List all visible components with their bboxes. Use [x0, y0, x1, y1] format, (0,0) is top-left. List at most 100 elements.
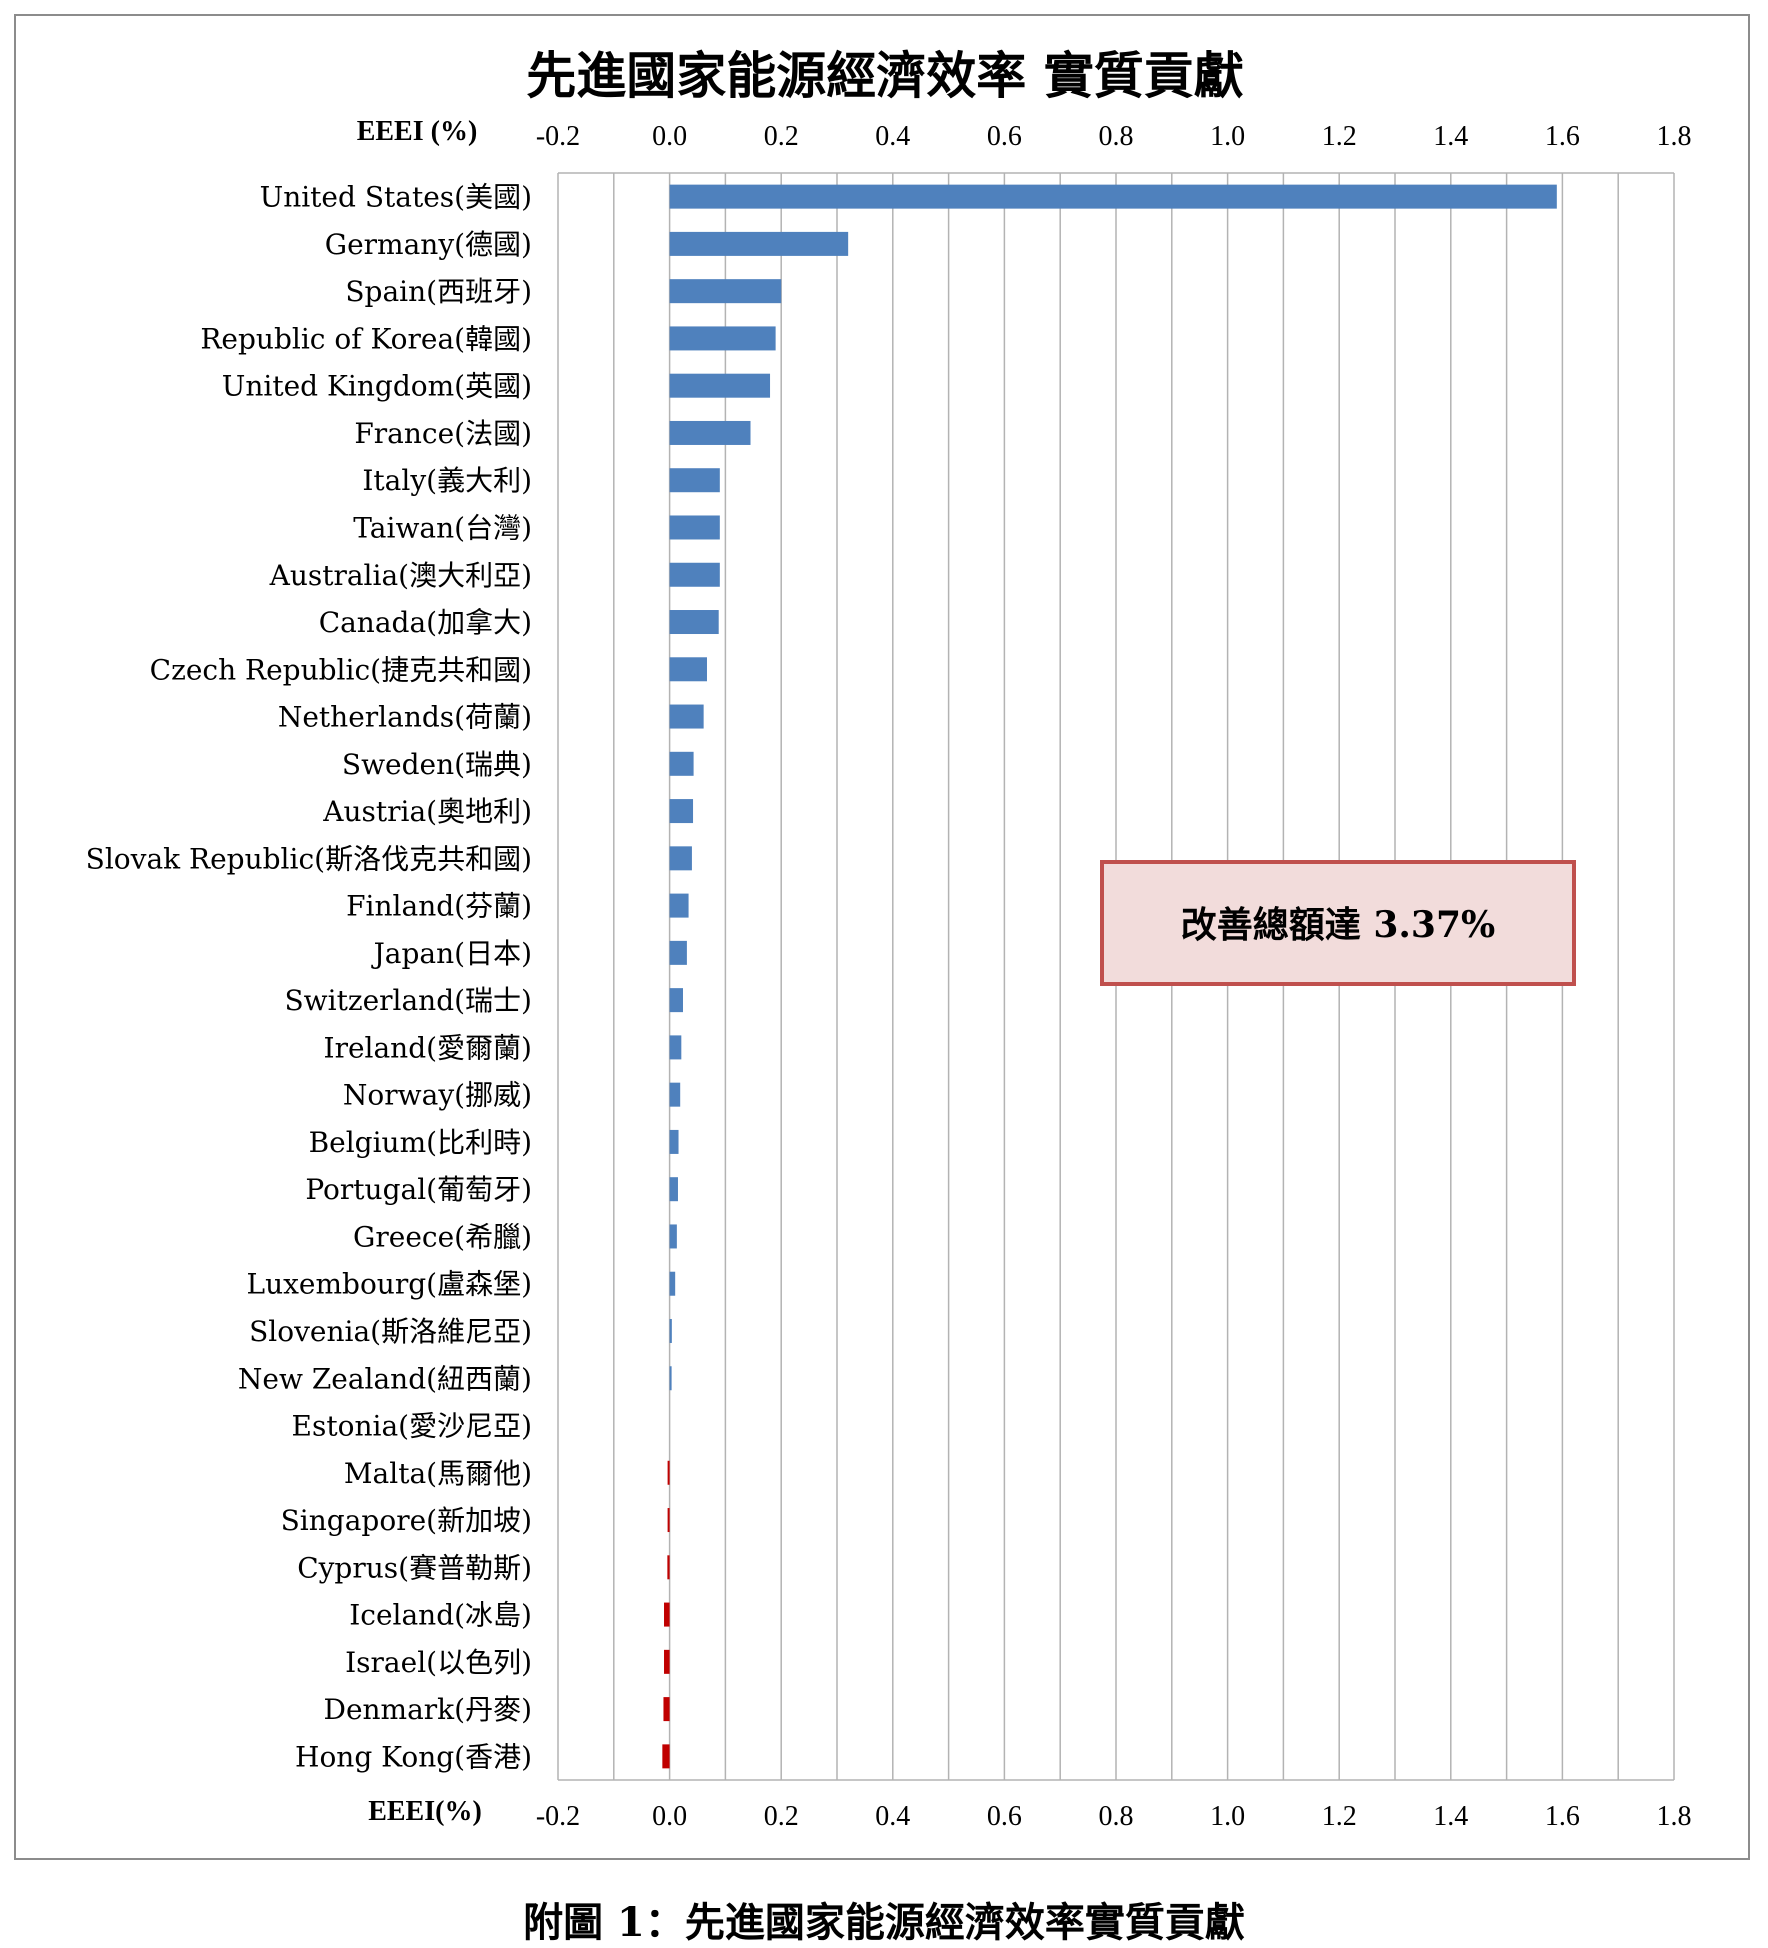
category-label: United States(美國): [260, 181, 532, 214]
category-label: France(法國): [354, 417, 532, 450]
x-ticks-top: -0.2 0.0 0.2 0.4 0.6 0.8 1.0 1.2 1.4 1.6 1.8: [536, 121, 1692, 152]
category-label: Iceland(冰島): [349, 1599, 532, 1632]
x-tick-label-bottom: 0.8: [1099, 1801, 1134, 1832]
x-tick-label-bottom: 1.6: [1545, 1801, 1580, 1832]
bar: [669, 751, 694, 776]
x-tick-label-bottom: -0.2: [536, 1801, 580, 1832]
x-tick-label-top: 1.8: [1657, 121, 1692, 152]
category-label: Canada(加拿大): [319, 606, 532, 639]
x-tick-label-bottom: 0.0: [652, 1801, 687, 1832]
bar: [669, 1318, 672, 1343]
category-label: Singapore(新加坡): [281, 1504, 532, 1537]
bar: [669, 326, 776, 351]
bar: [667, 1460, 670, 1485]
category-label: Hong Kong(香港): [295, 1740, 532, 1773]
category-label: Norway(挪威): [343, 1079, 532, 1112]
x-tick-label-bottom: 1.8: [1657, 1801, 1692, 1832]
x-tick-label-top: 1.4: [1433, 121, 1468, 152]
callout-box: [1100, 860, 1576, 986]
bar: [669, 940, 687, 965]
x-tick-label-top: 0.6: [987, 121, 1022, 152]
x-tick-label-top: -0.2: [536, 121, 580, 152]
category-label: Belgium(比利時): [309, 1126, 532, 1159]
bar: [669, 893, 689, 918]
x-tick-label-bottom: 1.2: [1322, 1801, 1357, 1832]
category-label: Germany(德國): [325, 228, 532, 261]
bar: [669, 515, 720, 540]
x-tick-label-bottom: 0.2: [764, 1801, 799, 1832]
bar: [669, 1224, 677, 1249]
category-label: United Kingdom(英國): [222, 370, 532, 403]
category-label: Malta(馬爾他): [344, 1457, 532, 1490]
category-label: Switzerland(瑞士): [284, 984, 532, 1017]
bar: [669, 373, 771, 398]
bar: [669, 988, 683, 1013]
x-tick-label-bottom: 0.4: [875, 1801, 910, 1832]
bar: [667, 1508, 670, 1533]
x-tick-label-top: 0.0: [652, 121, 687, 152]
bar: [663, 1697, 670, 1722]
category-label: Netherlands(荷蘭): [278, 701, 532, 734]
bar: [667, 1555, 670, 1580]
bars: [662, 184, 1557, 1769]
bar: [669, 468, 720, 493]
bar: [669, 657, 707, 682]
bar: [669, 184, 1557, 209]
category-label: Austria(奧地利): [322, 795, 532, 828]
category-label: Taiwan(台灣): [353, 511, 532, 544]
x-axis-label-top: EEEI (%): [357, 116, 478, 147]
category-label: Republic of Korea(韓國): [200, 322, 532, 355]
total-improvement-callout: 改善總額達 3.37%: [1100, 860, 1576, 986]
bar: [669, 231, 849, 256]
x-tick-label-top: 1.2: [1322, 121, 1357, 152]
category-label: Australia(澳大利亞): [269, 559, 532, 592]
bar: [669, 799, 694, 824]
category-label: Sweden(瑞典): [342, 748, 532, 781]
category-label: Israel(以色列): [345, 1646, 532, 1679]
category-label: Slovak Republic(斯洛伐克共和國): [86, 842, 532, 875]
x-tick-label-top: 0.4: [875, 121, 910, 152]
bar: [664, 1649, 670, 1674]
bar: [669, 1082, 681, 1107]
category-label: New Zealand(紐西蘭): [238, 1362, 532, 1395]
bar: [669, 1177, 678, 1202]
category-label: Denmark(丹麥): [324, 1693, 533, 1726]
category-label: Italy(義大利): [362, 464, 532, 497]
x-tick-label-bottom: 1.0: [1210, 1801, 1245, 1832]
bar: [669, 846, 692, 871]
category-label: Ireland(愛爾蘭): [324, 1031, 532, 1064]
category-labels: United States(美國) Germany(德國) Spain(西班牙) Re…: [86, 181, 532, 1774]
bar: [662, 1744, 670, 1769]
x-tick-label-bottom: 1.4: [1433, 1801, 1468, 1832]
bar: [669, 1366, 672, 1391]
category-label: Finland(芬蘭): [346, 890, 532, 923]
bar: [669, 1271, 676, 1296]
bar: [669, 610, 719, 635]
chart-title: 先進國家能源經濟效率 實質貢獻: [526, 46, 1243, 105]
category-label: Czech Republic(捷克共和國): [150, 653, 532, 686]
bar: [669, 1035, 682, 1060]
category-label: Portugal(葡萄牙): [305, 1173, 532, 1206]
category-label: Estonia(愛沙尼亞): [292, 1410, 532, 1443]
x-tick-label-top: 1.0: [1210, 121, 1245, 152]
callout-text: 改善總額達 3.37%: [1181, 904, 1495, 946]
x-tick-label-top: 0.2: [764, 121, 799, 152]
bar: [669, 704, 704, 729]
x-tick-label-top: 1.6: [1545, 121, 1580, 152]
category-label: Luxembourg(盧森堡): [246, 1268, 532, 1301]
figure-caption: 附圖 1：先進國家能源經濟效率實質貢獻: [523, 1899, 1245, 1946]
x-tick-label-bottom: 0.6: [987, 1801, 1022, 1832]
x-ticks-bottom: -0.2 0.0 0.2 0.4 0.6 0.8 1.0 1.2 1.4 1.6 1.8: [536, 1801, 1692, 1832]
category-label: Cyprus(賽普勒斯): [297, 1551, 532, 1584]
bar: [669, 279, 782, 304]
bar: [669, 562, 720, 587]
x-tick-label-top: 0.8: [1099, 121, 1134, 152]
category-label: Japan(日本): [371, 937, 532, 970]
bar: [669, 420, 751, 445]
bar: [669, 1129, 679, 1154]
category-label: Greece(希臘): [353, 1220, 532, 1253]
category-label: Spain(西班牙): [345, 275, 532, 308]
category-label: Slovenia(斯洛維尼亞): [249, 1315, 532, 1348]
x-axis-label-bottom: EEEI(%): [368, 1796, 482, 1827]
